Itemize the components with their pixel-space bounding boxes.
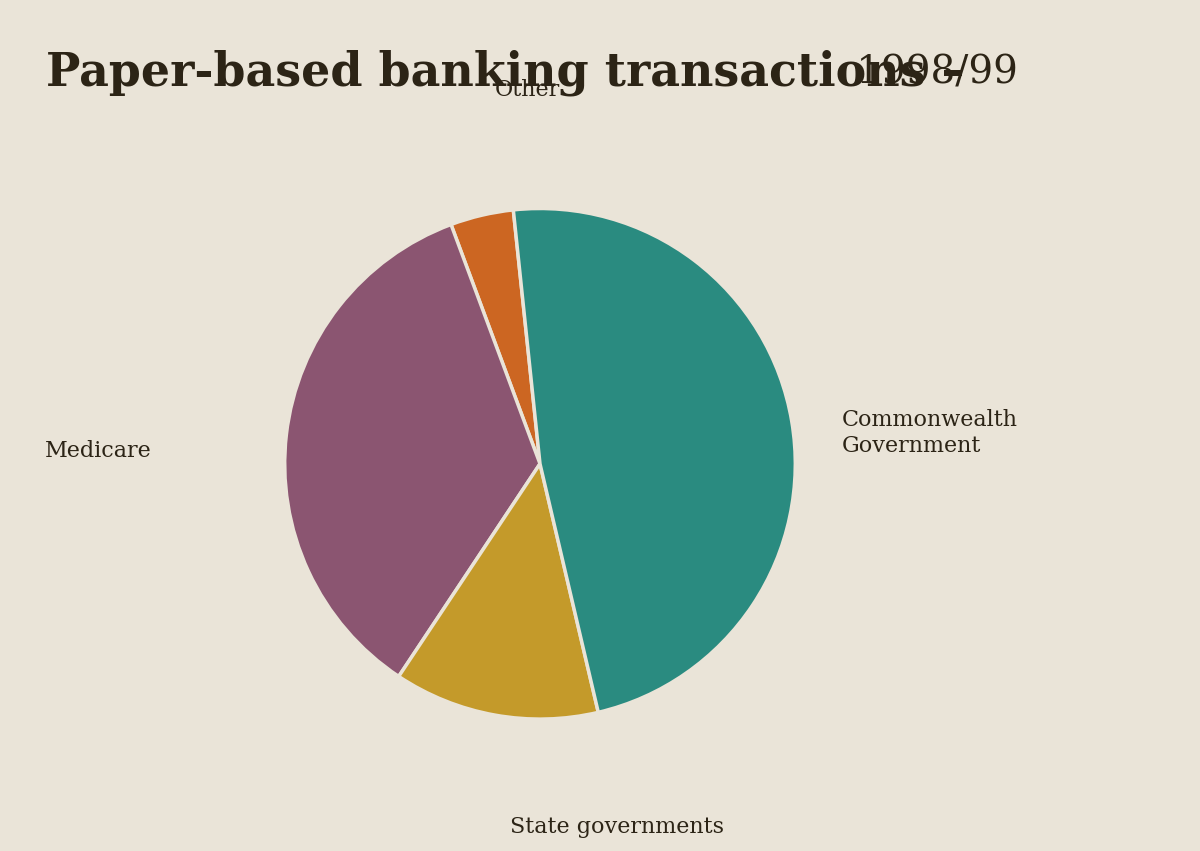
- Text: State governments: State governments: [510, 816, 724, 838]
- Wedge shape: [284, 225, 540, 677]
- Wedge shape: [451, 210, 540, 464]
- Text: Other: Other: [494, 79, 560, 101]
- Text: Medicare: Medicare: [46, 440, 152, 462]
- Text: 1998/99: 1998/99: [844, 54, 1018, 91]
- Wedge shape: [398, 464, 599, 719]
- Text: Commonwealth
Government: Commonwealth Government: [841, 409, 1018, 457]
- Wedge shape: [514, 208, 796, 712]
- Text: Paper-based banking transactions –: Paper-based banking transactions –: [46, 49, 964, 96]
